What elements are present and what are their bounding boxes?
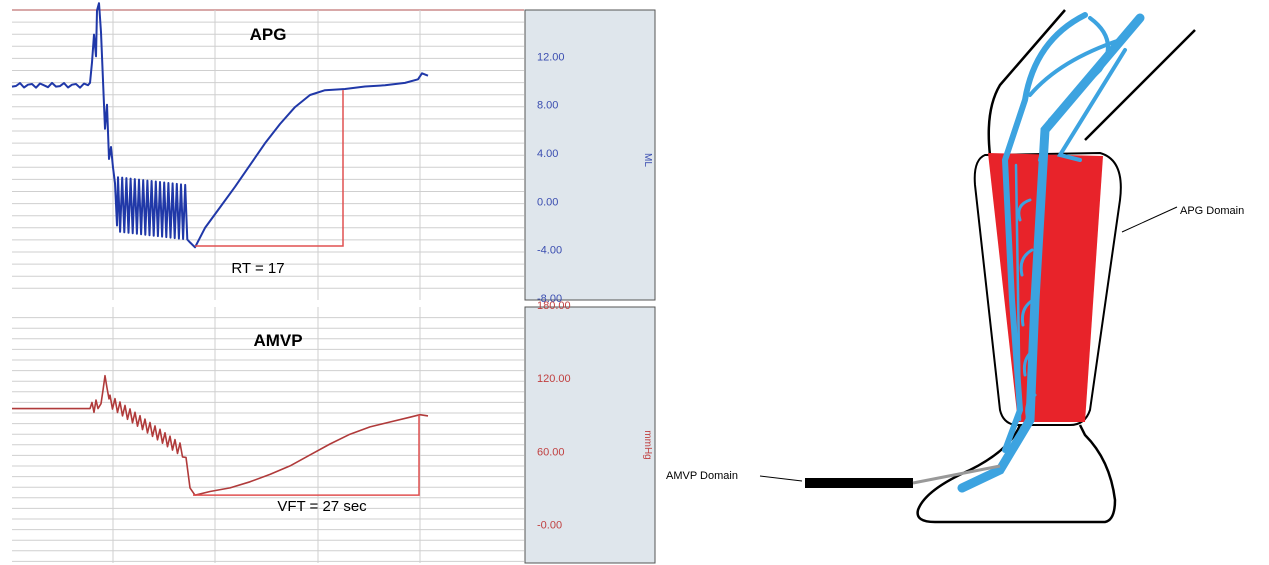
amvp-y-axis-label: mmHg [642,430,653,459]
leg-diagram: APG Domain AMVP Domain [666,9,1244,524]
apg-domain-leader [1121,206,1178,233]
probe-cable [912,464,1001,485]
amvp-title: AMVP [253,331,302,350]
y-tick-label: -8.00 [537,293,562,305]
amvp-axis-box [524,306,656,564]
amvp-domain-label: AMVP Domain [666,470,738,482]
y-tick-label: 0.00 [537,196,558,208]
apg-rt-annotation: RT = 17 [231,260,284,277]
apg-series-line [11,2,429,249]
apg-rt-marker [195,90,344,247]
vein-network [957,12,1145,493]
y-tick-label: 8.00 [537,100,558,112]
amvp-probe [805,478,913,488]
y-tick-label: 12.00 [537,51,565,63]
amvp-vft-marker [193,414,420,496]
vein-calf [1017,198,1037,417]
y-tick-label: 180.00 [537,300,571,312]
apg-panel: APG RT = 17 12.008.004.000.00-4.00-8.00 … [11,2,656,305]
apg-y-ticks: 12.00 8.00 4.00 0.00 -4.00 -8.00 [537,51,565,305]
apg-domain-label: APG Domain [1180,205,1244,217]
amvp-y-ticks: 180.00 120.00 60.00 -0.00 [537,300,571,531]
y-tick-label: 4.00 [537,148,558,160]
vein-loop [1028,38,1127,162]
vein-secondary [1001,12,1088,453]
apg-title: APG [250,25,287,44]
amvp-vft-annotation: VFT = 27 sec [277,498,367,515]
y-tick-label: 60.00 [537,446,565,458]
amvp-series-line [12,374,429,497]
y-tick-label: 120.00 [537,373,571,385]
apg-y-axis-label: ML [642,153,653,167]
apg-axis-box [524,9,656,301]
foot-outline [916,424,1117,524]
amvp-grid [12,307,524,563]
amvp-panel: AMVP VFT = 27 sec 180.00 120.00 60.00 -0.00… [12,300,656,564]
vein-inner [1014,163,1022,422]
y-tick-label: -0.00 [537,519,562,531]
vein-branch [1038,16,1110,162]
y-tick-label: -4.00 [537,245,562,257]
thigh-outline [987,9,1196,156]
amvp-domain-leader [759,475,803,482]
